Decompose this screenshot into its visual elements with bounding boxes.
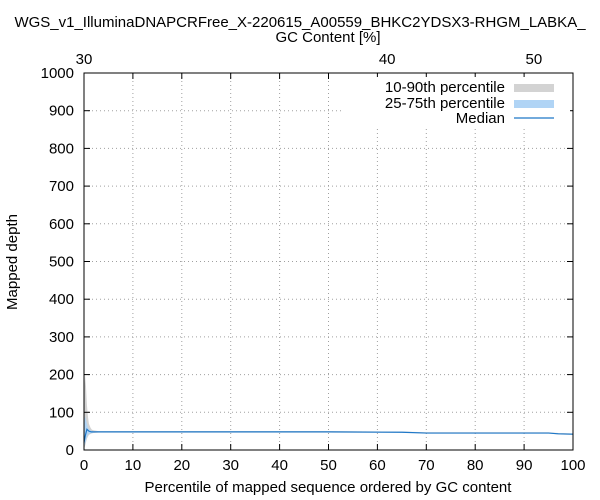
- grid: [84, 73, 573, 450]
- chart-title: WGS_v1_IlluminaDNAPCRFree_X-220615_A0055…: [14, 14, 586, 31]
- x-tick-label: 90: [516, 457, 533, 474]
- y-tick-label: 0: [66, 442, 74, 459]
- x-tick-label: 100: [560, 457, 585, 474]
- legend-label-10-90: 10-90th percentile: [385, 79, 505, 96]
- y-tick-label: 800: [49, 140, 74, 157]
- top-axis-title: GC Content [%]: [275, 29, 380, 46]
- x-tick-label: 50: [320, 457, 337, 474]
- legend-label-median: Median: [456, 110, 505, 127]
- y-axis-title: Mapped depth: [4, 214, 21, 310]
- y-tick-label: 600: [49, 216, 74, 233]
- top-tick-label: 40: [379, 51, 396, 68]
- x-tick-label: 40: [271, 457, 288, 474]
- y-tick-label: 400: [49, 291, 74, 308]
- y-tick-label: 500: [49, 254, 74, 271]
- legend-label-25-75: 25-75th percentile: [385, 95, 505, 112]
- tick-labels: 0 10 20 30 40 50 60 70 80 90 100010020030040050060…: [41, 51, 586, 474]
- y-tick-label: 700: [49, 178, 74, 195]
- series-layer: [83, 374, 574, 449]
- x-tick-label: 70: [418, 457, 435, 474]
- legend-swatch-10-90: [514, 84, 554, 92]
- legend-swatch-25-75: [514, 100, 554, 108]
- y-tick-label: 100: [49, 404, 74, 421]
- y-tick-label: 900: [49, 103, 74, 120]
- legend: 10-90th percentile 25-75th percentile Me…: [342, 77, 570, 129]
- x-tick-label: 60: [369, 457, 386, 474]
- x-tick-label: 10: [125, 457, 142, 474]
- x-axis-title: Percentile of mapped sequence ordered by…: [145, 479, 513, 496]
- top-tick-label: 30: [76, 51, 93, 68]
- ticks: [83, 72, 574, 451]
- y-tick-label: 300: [49, 329, 74, 346]
- x-tick-label: 0: [80, 457, 88, 474]
- x-tick-label: 20: [173, 457, 190, 474]
- x-tick-label: 80: [467, 457, 484, 474]
- x-tick-label: 30: [222, 457, 239, 474]
- top-tick-label: 50: [526, 51, 543, 68]
- y-tick-label: 200: [49, 367, 74, 384]
- y-tick-label: 1000: [41, 65, 74, 82]
- median-line: [83, 428, 574, 443]
